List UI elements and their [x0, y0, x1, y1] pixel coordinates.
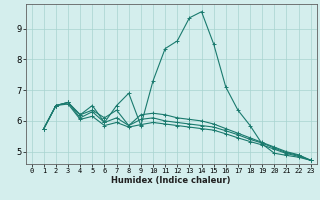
X-axis label: Humidex (Indice chaleur): Humidex (Indice chaleur)	[111, 176, 231, 185]
